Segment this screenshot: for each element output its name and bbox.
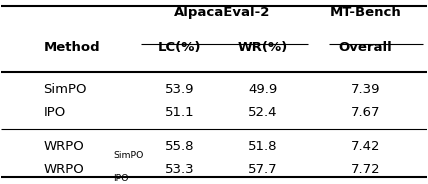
Text: Method: Method — [43, 41, 100, 54]
Text: 52.4: 52.4 — [248, 106, 278, 119]
Text: 7.67: 7.67 — [351, 106, 380, 119]
Text: 55.8: 55.8 — [165, 140, 195, 153]
Text: IPO: IPO — [113, 174, 129, 183]
Text: LC(%): LC(%) — [158, 41, 202, 54]
Text: WRPO: WRPO — [43, 140, 84, 153]
Text: WRPO: WRPO — [43, 163, 84, 176]
Text: AlpacaEval-2: AlpacaEval-2 — [174, 6, 271, 19]
Text: 7.42: 7.42 — [351, 140, 380, 153]
Text: WR(%): WR(%) — [238, 41, 288, 54]
Text: 51.8: 51.8 — [248, 140, 278, 153]
Text: IPO: IPO — [43, 106, 65, 119]
Text: 51.1: 51.1 — [165, 106, 195, 119]
Text: 53.3: 53.3 — [165, 163, 195, 176]
Text: 7.39: 7.39 — [351, 83, 380, 96]
Text: MT-Bench: MT-Bench — [330, 6, 401, 19]
Text: 7.72: 7.72 — [351, 163, 380, 176]
Text: Overall: Overall — [339, 41, 392, 54]
Text: SimPO: SimPO — [43, 83, 87, 96]
Text: 57.7: 57.7 — [248, 163, 278, 176]
Text: 49.9: 49.9 — [248, 83, 278, 96]
Text: 53.9: 53.9 — [165, 83, 195, 96]
Text: SimPO: SimPO — [113, 151, 144, 160]
